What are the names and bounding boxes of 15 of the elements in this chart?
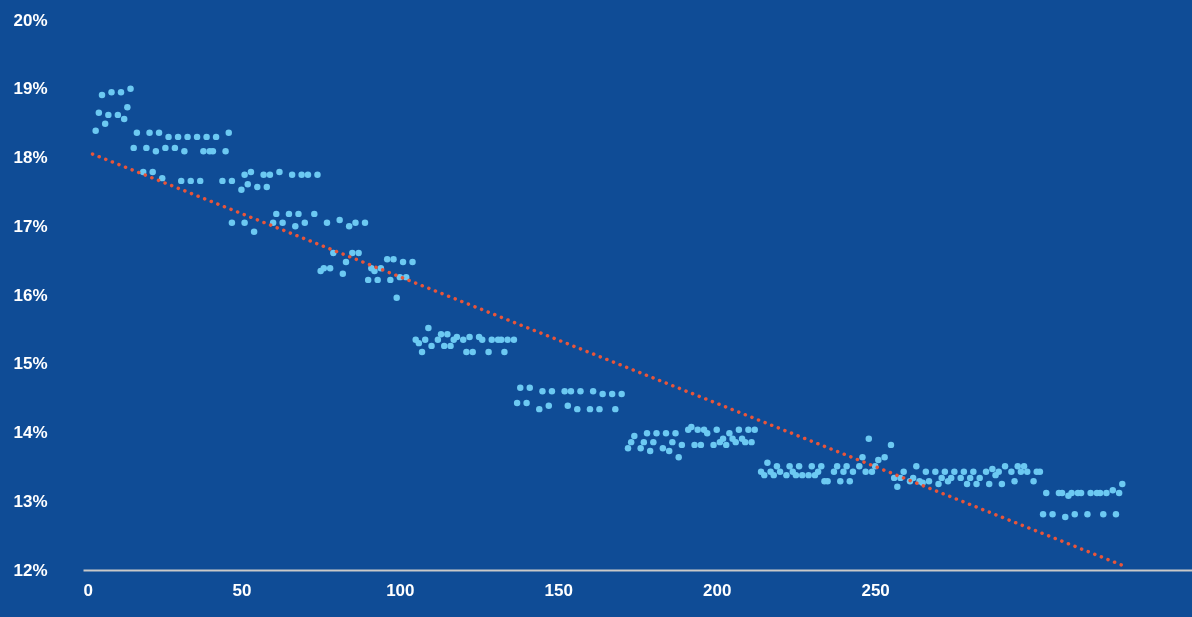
- y-tick-label: 15%: [13, 354, 48, 374]
- y-tick-label: 14%: [13, 423, 48, 442]
- y-tick-label: 20%: [13, 10, 48, 30]
- y-tick-label: 13%: [13, 491, 48, 511]
- x-tick-label: 150: [544, 580, 573, 600]
- x-tick-label: 250: [861, 580, 890, 600]
- x-tick-label: 50: [232, 580, 252, 600]
- x-tick-label: 100: [386, 580, 415, 600]
- y-tick-label: 17%: [13, 216, 48, 236]
- x-tick-label: 0: [83, 580, 93, 600]
- y-tick-label: 12%: [13, 560, 48, 580]
- y-tick-label: 18%: [13, 148, 48, 167]
- y-tick-label: 19%: [13, 79, 48, 99]
- x-tick-label: 200: [703, 580, 732, 600]
- y-tick-label: 16%: [13, 285, 48, 305]
